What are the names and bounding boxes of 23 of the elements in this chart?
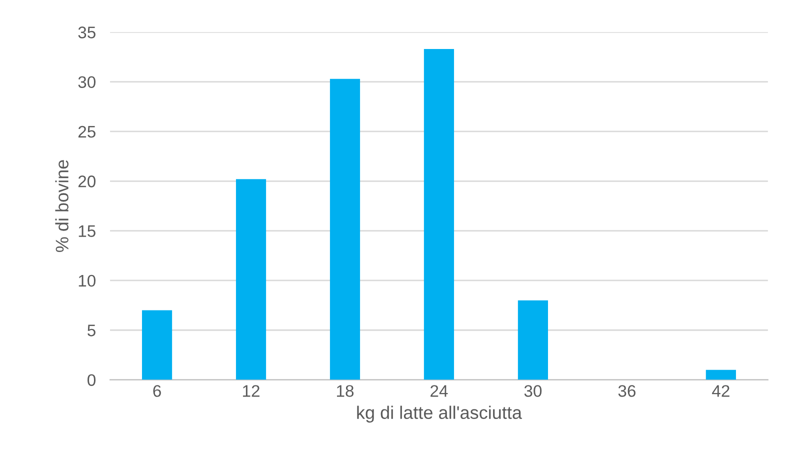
- x-tick-label: 12: [243, 385, 260, 397]
- bar: [424, 49, 454, 380]
- y-axis-title: % di bovine: [55, 160, 68, 252]
- y-tick-label: 15: [78, 225, 96, 238]
- x-axis-title: kg di latte all'asciutta: [357, 406, 522, 423]
- x-tick-label: 6: [153, 385, 161, 397]
- bar: [142, 310, 172, 380]
- x-tick-label: 24: [430, 385, 448, 397]
- x-tick-label: 18: [337, 385, 354, 397]
- bar: [706, 370, 736, 380]
- y-tick-label: 0: [88, 374, 96, 386]
- y-tick-label: 35: [78, 26, 96, 38]
- y-tick-label: 25: [78, 126, 96, 138]
- y-tick-label: 5: [88, 324, 96, 336]
- y-tick-label: 20: [78, 176, 96, 188]
- bar: [518, 300, 548, 380]
- x-tick-label: 30: [524, 385, 542, 397]
- bar: [330, 78, 360, 380]
- y-tick-label: 10: [78, 274, 96, 287]
- x-tick-label: 36: [618, 385, 636, 397]
- y-tick-label: 30: [78, 76, 96, 88]
- bar: [236, 179, 266, 380]
- x-tick-label: 42: [712, 385, 730, 397]
